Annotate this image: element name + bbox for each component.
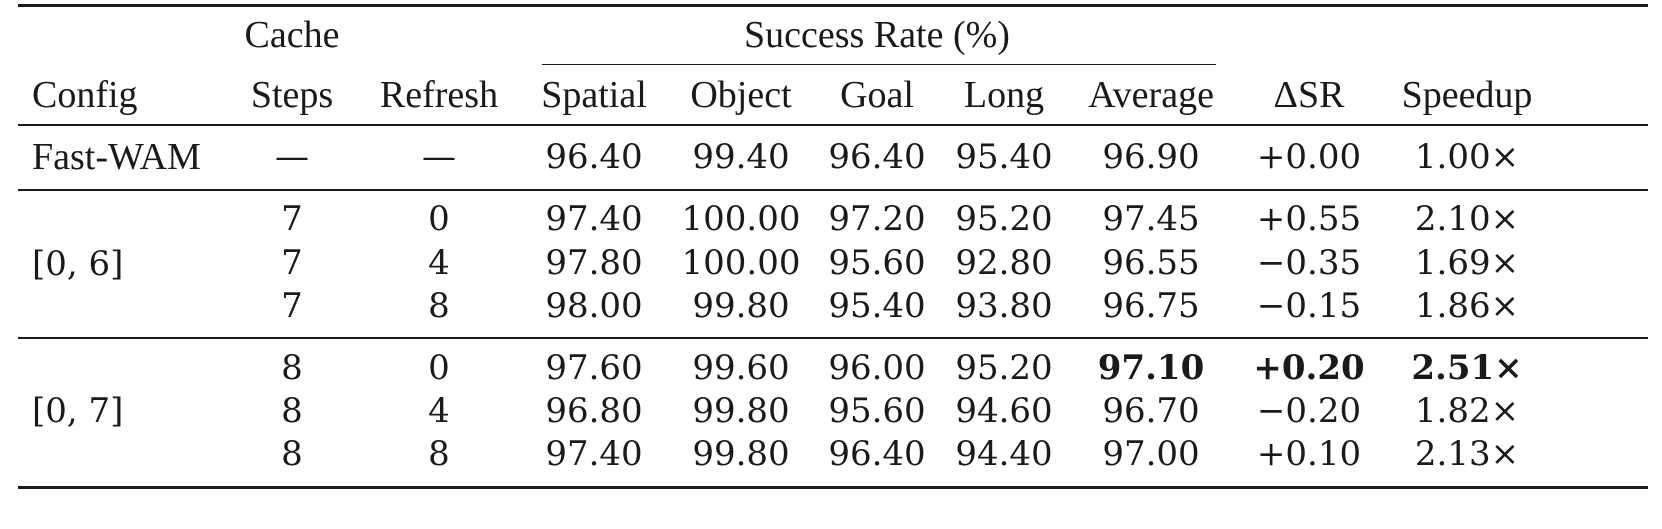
header-bottom-rule — [18, 124, 1648, 126]
g1r1-object: 100.00 — [681, 199, 801, 239]
baseline-speedup: 1.00× — [1414, 137, 1520, 177]
g1r3-spatial: 98.00 — [545, 286, 643, 326]
g1r2-spatial: 97.80 — [545, 243, 643, 283]
g2r2-long: 94.60 — [955, 391, 1053, 431]
baseline-cache-steps: — — [275, 137, 309, 177]
g1r3-average: 96.75 — [1102, 286, 1200, 326]
g2r3-delta-sr: +0.10 — [1256, 434, 1362, 474]
g1r1-speedup: 2.10× — [1414, 199, 1520, 239]
g1r1-average: 97.45 — [1102, 199, 1200, 239]
g2r3-cache-steps: 8 — [281, 434, 303, 474]
group1-config: [0, 6] — [32, 244, 124, 284]
header-object: Object — [690, 74, 792, 116]
g2r1-refresh: 0 — [428, 348, 450, 388]
g2r3-refresh: 8 — [428, 434, 450, 474]
header-goal: Goal — [840, 74, 914, 116]
g1r1-refresh: 0 — [428, 199, 450, 239]
g1r3-goal: 95.40 — [828, 286, 926, 326]
g2r3-speedup: 2.13× — [1414, 434, 1520, 474]
g1r1-goal: 97.20 — [828, 199, 926, 239]
g1r1-delta-sr: +0.55 — [1256, 199, 1362, 239]
g1r3-long: 93.80 — [955, 286, 1053, 326]
g2r2-speedup: 1.82× — [1414, 391, 1520, 431]
baseline-refresh: — — [422, 137, 456, 177]
header-spatial: Spatial — [541, 74, 647, 116]
g1r2-average: 96.55 — [1102, 243, 1200, 283]
header-cache-steps: Steps — [250, 74, 334, 116]
baseline-config: Fast-WAM — [32, 136, 201, 178]
g1r2-long: 92.80 — [955, 243, 1053, 283]
g1r1-long: 95.20 — [955, 199, 1053, 239]
g2r1-cache-steps: 8 — [281, 348, 303, 388]
header-config: Config — [32, 74, 138, 116]
header-delta-sr: ΔSR — [1273, 74, 1345, 116]
g1r2-goal: 95.60 — [828, 243, 926, 283]
g1r3-speedup: 1.86× — [1414, 286, 1520, 326]
g1r3-object: 99.80 — [692, 286, 790, 326]
baseline-average: 96.90 — [1102, 137, 1200, 177]
g2r1-goal: 96.00 — [828, 348, 926, 388]
success-rate-underline — [542, 64, 1216, 66]
baseline-object: 99.40 — [692, 137, 790, 177]
header-refresh: Refresh — [379, 74, 499, 116]
header-speedup: Speedup — [1401, 74, 1533, 116]
baseline-delta-sr: +0.00 — [1256, 137, 1362, 177]
baseline-spatial: 96.40 — [545, 137, 643, 177]
g2r3-goal: 96.40 — [828, 434, 926, 474]
g2r2-delta-sr: −0.20 — [1256, 391, 1362, 431]
g2r3-object: 99.80 — [692, 434, 790, 474]
g2r1-average: 97.10 — [1097, 348, 1205, 388]
g2r3-long: 94.40 — [955, 434, 1053, 474]
g1r1-cache-steps: 7 — [281, 199, 303, 239]
g2r2-refresh: 4 — [428, 391, 450, 431]
g1r2-object: 100.00 — [681, 243, 801, 283]
g1r2-delta-sr: −0.35 — [1256, 243, 1362, 283]
g2r1-long: 95.20 — [955, 348, 1053, 388]
g2r1-object: 99.60 — [692, 348, 790, 388]
g2r2-goal: 95.60 — [828, 391, 926, 431]
baseline-bottom-rule — [18, 189, 1648, 191]
g2r2-object: 99.80 — [692, 391, 790, 431]
header-success-rate: Success Rate (%) — [744, 14, 1010, 56]
g2r2-average: 96.70 — [1102, 391, 1200, 431]
baseline-goal: 96.40 — [828, 137, 926, 177]
g1r3-cache-steps: 7 — [281, 286, 303, 326]
g2r2-spatial: 96.80 — [545, 391, 643, 431]
g2r1-spatial: 97.60 — [545, 348, 643, 388]
g1r3-refresh: 8 — [428, 286, 450, 326]
g1r2-refresh: 4 — [428, 243, 450, 283]
group2-config: [0, 7] — [32, 391, 124, 431]
g1r2-speedup: 1.69× — [1414, 243, 1520, 283]
g1r1-spatial: 97.40 — [545, 199, 643, 239]
bottom-rule — [18, 486, 1648, 489]
top-rule — [18, 4, 1648, 7]
baseline-long: 95.40 — [955, 137, 1053, 177]
g1r3-delta-sr: −0.15 — [1256, 286, 1362, 326]
header-long: Long — [963, 74, 1045, 116]
g2r2-cache-steps: 8 — [281, 391, 303, 431]
header-cache-top: Cache — [244, 14, 340, 56]
header-average: Average — [1088, 74, 1214, 116]
g1r2-cache-steps: 7 — [281, 243, 303, 283]
g2r3-spatial: 97.40 — [545, 434, 643, 474]
group1-bottom-rule — [18, 337, 1648, 339]
g2r3-average: 97.00 — [1102, 434, 1200, 474]
g2r1-speedup: 2.51× — [1411, 348, 1523, 388]
g2r1-delta-sr: +0.20 — [1253, 348, 1365, 388]
